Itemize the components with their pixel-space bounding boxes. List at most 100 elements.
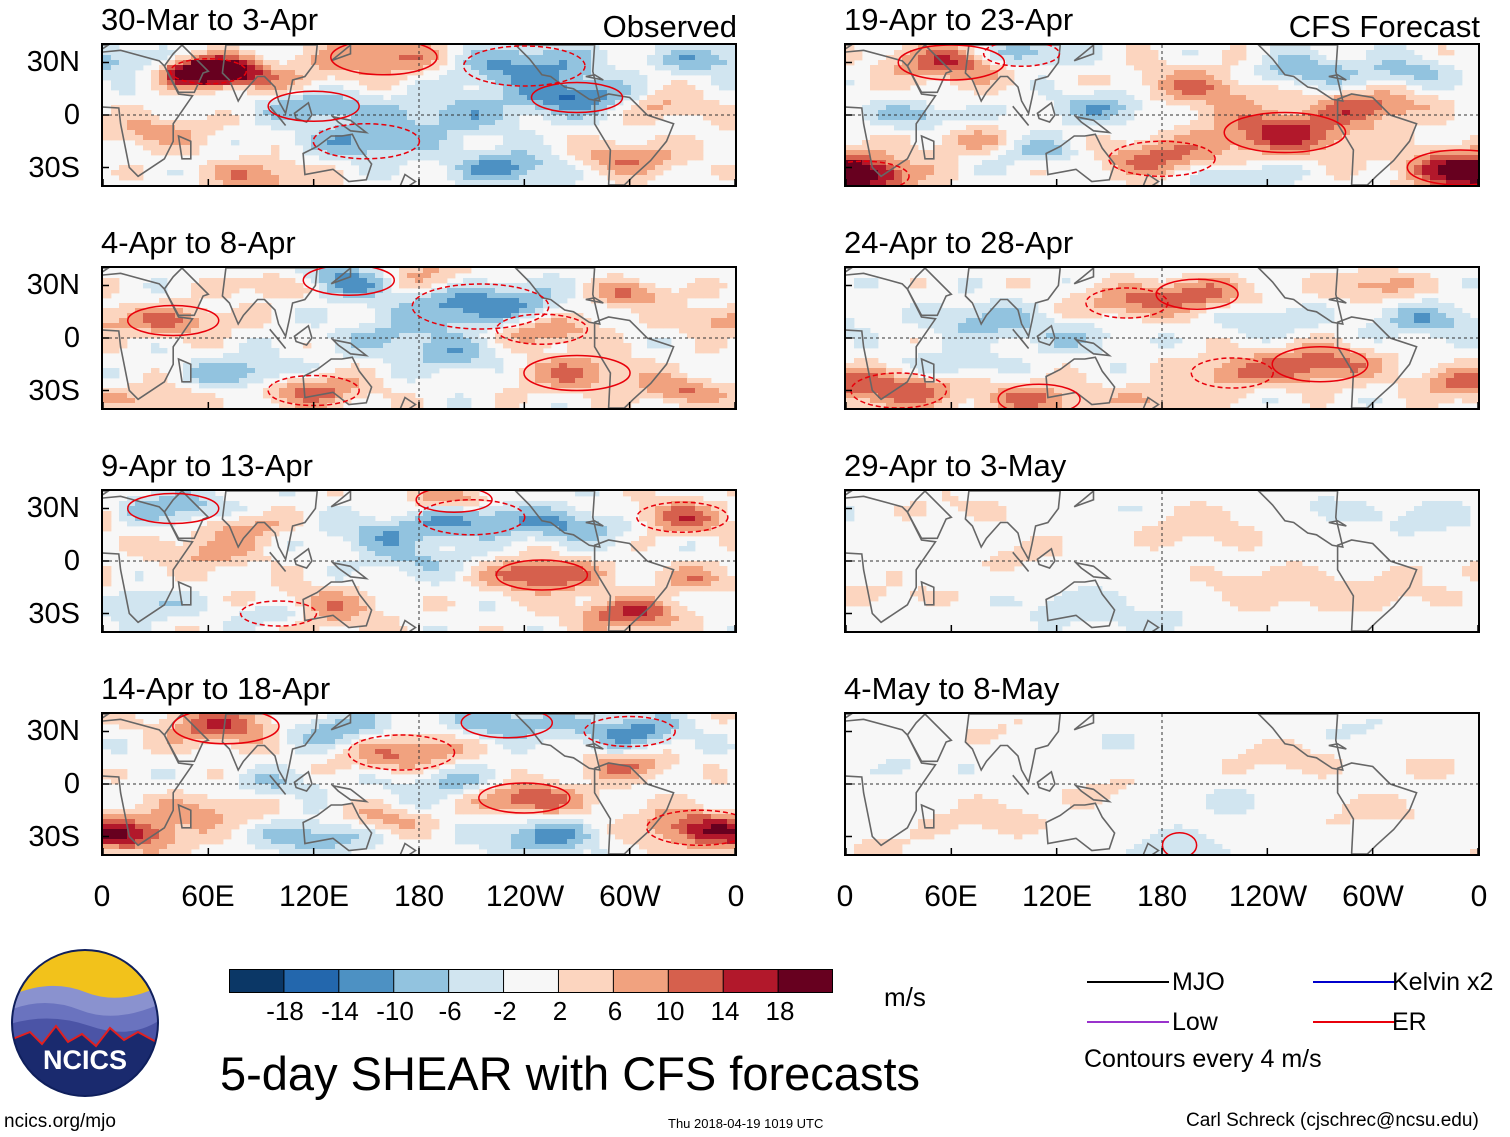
shear-cell: [335, 388, 344, 394]
shear-cell: [615, 333, 624, 339]
shear-cell: [535, 561, 544, 567]
shear-cell: [439, 268, 448, 274]
shear-cell: [327, 110, 336, 116]
shear-cell: [559, 719, 568, 725]
shear-cell: [487, 531, 496, 537]
shear-cell: [599, 160, 608, 166]
shear-cell: [351, 531, 360, 537]
shear-cell: [207, 338, 216, 344]
shear-cell: [487, 115, 496, 121]
shear-cell: [127, 601, 136, 607]
shear-cell: [495, 50, 504, 56]
shear-cell: [631, 378, 640, 384]
shear-cell: [295, 80, 304, 86]
shear-cell: [391, 110, 400, 116]
shear-cell: [319, 393, 328, 399]
shear-cell: [711, 393, 720, 399]
shear-cell: [407, 338, 416, 344]
shear-cell: [543, 110, 552, 116]
shear-cell: [199, 403, 208, 408]
shear-cell: [447, 601, 456, 607]
shear-cell: [655, 170, 664, 176]
shear-cell: [399, 754, 408, 760]
shear-cell: [199, 85, 208, 91]
shear-cell: [151, 328, 160, 334]
shear-cell: [167, 65, 176, 71]
shear-cell: [687, 140, 696, 146]
coastline: [302, 356, 373, 406]
shear-cell: [383, 541, 392, 547]
shear-cell: [159, 729, 168, 735]
shear-cell: [543, 95, 552, 101]
shear-cell: [687, 328, 696, 334]
shear-cell: [719, 50, 728, 56]
shear-cell: [623, 363, 632, 369]
shear-cell: [359, 729, 368, 735]
shear-cell: [631, 175, 640, 181]
shear-cell: [655, 611, 664, 617]
shear-cell: [511, 348, 520, 354]
shear-cell: [175, 546, 184, 552]
shear-cell: [687, 521, 696, 527]
shear-cell: [591, 541, 600, 547]
shear-cell: [591, 150, 600, 156]
shear-cell: [663, 526, 672, 532]
shear-cell: [391, 338, 400, 344]
shear-cell: [447, 759, 456, 765]
shear-cell: [511, 749, 520, 755]
shear-cell: [503, 283, 512, 289]
shear-cell: [255, 536, 264, 542]
shear-cell: [543, 170, 552, 176]
shear-cell: [535, 526, 544, 532]
shear-cell: [463, 536, 472, 542]
shear-cell: [719, 338, 728, 344]
shear-cell: [231, 729, 240, 735]
shear-cell: [327, 120, 336, 126]
shear-cell: [447, 536, 456, 542]
shear-cell: [623, 383, 632, 389]
shear-cell: [607, 621, 616, 627]
shear-cell: [127, 616, 136, 622]
shear-cell: [407, 526, 416, 532]
shear-cell: [519, 338, 528, 344]
shear-cell: [127, 536, 136, 542]
shear-cell: [375, 383, 384, 389]
shear-cell: [607, 734, 616, 740]
shear-cell: [351, 328, 360, 334]
shear-cell: [367, 536, 376, 542]
shear-cell: [487, 358, 496, 364]
shear-cell: [375, 135, 384, 141]
shear-cell: [303, 75, 312, 81]
shear-cell: [567, 606, 576, 612]
shear-cell: [727, 328, 735, 334]
shear-cell: [263, 764, 272, 770]
shear-cell: [575, 586, 584, 592]
shear-cell: [679, 328, 688, 334]
shear-cell: [351, 288, 360, 294]
shear-cell: [239, 714, 248, 720]
shear-cell: [679, 140, 688, 146]
shear-cell: [431, 125, 440, 131]
shear-cell: [575, 145, 584, 151]
shear-cell: [255, 546, 264, 552]
shear-cell: [255, 343, 264, 349]
shear-cell: [503, 511, 512, 517]
shear-cell: [191, 120, 200, 126]
shear-cell: [599, 90, 608, 96]
shear-cell: [543, 576, 552, 582]
shear-cell: [423, 55, 432, 61]
shear-cell: [231, 318, 240, 324]
shear-cell: [663, 105, 672, 111]
shear-cell: [239, 591, 248, 597]
shear-cell: [527, 75, 536, 81]
shear-cell: [471, 516, 480, 522]
shear-cell: [375, 85, 384, 91]
shear-cell: [223, 556, 232, 562]
shear-cell: [567, 348, 576, 354]
shear-cell: [191, 491, 200, 497]
shear-cell: [207, 393, 216, 399]
shear-cell: [295, 541, 304, 547]
shear-cell: [679, 586, 688, 592]
shear-cell: [695, 626, 704, 631]
shear-cell: [591, 383, 600, 389]
